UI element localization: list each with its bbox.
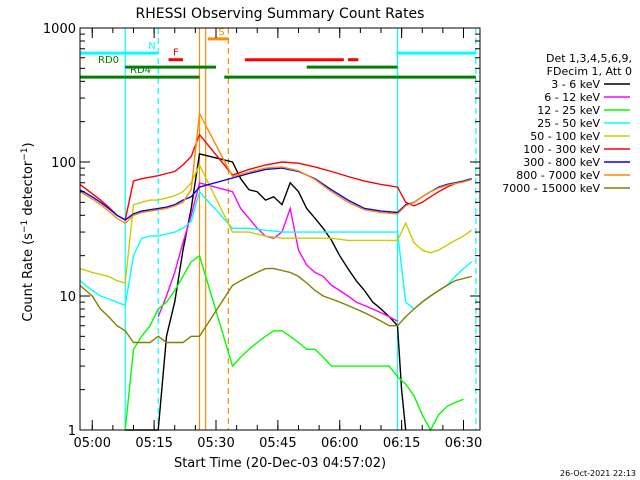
legend-label-4: 50 - 100 keV [530, 130, 600, 143]
y-tick-label: 100 [51, 156, 76, 171]
legend: Det 1,3,4,5,6,9,FDecim 1, Att 03 - 6 keV… [502, 52, 632, 195]
flag-label-f: F [173, 48, 179, 59]
x-axis-label: Start Time (20-Dec-03 04:57:02) [174, 456, 386, 471]
legend-label-7: 800 - 7000 keV [516, 169, 600, 182]
series-line-5 [79, 133, 472, 221]
chart-title: RHESSI Observing Summary Count Rates [136, 6, 425, 22]
legend-label-6: 300 - 800 keV [523, 156, 600, 169]
x-tick-label: 05:45 [259, 436, 296, 451]
legend-header: Det 1,3,4,5,6,9, [546, 52, 632, 65]
legend-label-3: 25 - 50 keV [537, 117, 600, 130]
x-tick-label: 05:30 [197, 436, 234, 451]
x-tick-label: 06:00 [321, 436, 358, 451]
y-tick-label: 1000 [43, 22, 76, 37]
series-line-8 [79, 267, 472, 344]
vertical-markers [124, 28, 477, 430]
series-line-1 [157, 181, 398, 322]
legend-label-1: 6 - 12 keV [544, 91, 600, 104]
legend-header: FDecim 1, Att 0 [547, 65, 632, 78]
series-line-0 [125, 153, 407, 431]
x-tick-label: 06:30 [445, 436, 482, 451]
plot-area [80, 28, 480, 430]
legend-label-8: 7000 - 15000 keV [502, 182, 600, 195]
series-lines [79, 111, 473, 432]
y-tick-label: 1 [68, 424, 76, 439]
series-line-2 [124, 254, 464, 432]
legend-label-2: 12 - 25 keV [537, 104, 600, 117]
flag-label-n: N [148, 41, 155, 52]
x-tick-label: 05:15 [135, 436, 172, 451]
legend-label-5: 100 - 300 keV [523, 143, 600, 156]
series-line-4 [79, 163, 473, 284]
flag-label-rd4: RD4 [130, 65, 151, 76]
y-tick-label: 10 [59, 290, 76, 305]
flag-label-rd0: RD0 [98, 55, 119, 66]
legend-label-0: 3 - 6 keV [551, 78, 600, 91]
series-line-7 [79, 111, 472, 224]
footer-date: 26-Oct-2021 22:13 [560, 469, 636, 478]
axes: 1 10 100 1000 05:00 05:15 05:30 05:45 06:00 06:15… [43, 22, 482, 451]
y-axis-label: Count Rate (s−1 detector−1) [20, 142, 36, 321]
x-tick-label: 06:15 [383, 436, 420, 451]
plot-frame [79, 27, 481, 431]
x-tick-label: 05:00 [74, 436, 111, 451]
flag-label-s: S [218, 27, 224, 38]
flag-bars: N S F RD0 RD4 [80, 27, 476, 79]
plot-background [80, 28, 480, 430]
